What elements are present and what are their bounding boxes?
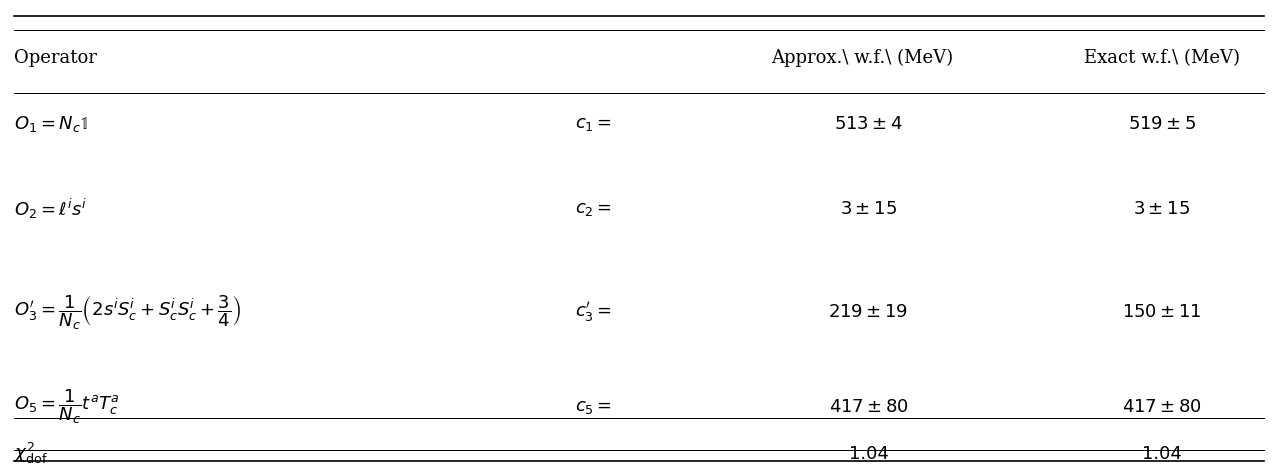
- Text: $3 \pm 15$: $3 \pm 15$: [1134, 200, 1190, 218]
- Text: $3 \pm 15$: $3 \pm 15$: [840, 200, 897, 218]
- Text: Operator: Operator: [14, 49, 97, 67]
- Text: $O_5 = \dfrac{1}{N_c} t^a T_c^a$: $O_5 = \dfrac{1}{N_c} t^a T_c^a$: [14, 387, 120, 426]
- Text: $O_2 = \ell^i s^i$: $O_2 = \ell^i s^i$: [14, 197, 87, 221]
- Text: $519 \pm 5$: $519 \pm 5$: [1127, 115, 1196, 133]
- Text: $150 \pm 11$: $150 \pm 11$: [1122, 303, 1201, 321]
- Text: $c_3^\prime =$: $c_3^\prime =$: [575, 301, 612, 324]
- Text: $513 \pm 4$: $513 \pm 4$: [835, 115, 904, 133]
- Text: $\chi^2_{\mathrm{dof}}$: $\chi^2_{\mathrm{dof}}$: [14, 441, 49, 466]
- Text: Approx.\ w.f.\ (MeV): Approx.\ w.f.\ (MeV): [771, 49, 953, 67]
- Text: 1.04: 1.04: [1143, 445, 1182, 463]
- Text: Exact w.f.\ (MeV): Exact w.f.\ (MeV): [1084, 49, 1240, 67]
- Text: $219 \pm 19$: $219 \pm 19$: [828, 303, 909, 321]
- Text: $417 \pm 80$: $417 \pm 80$: [828, 398, 909, 416]
- Text: $O_1 = N_c \mathbb{1}$: $O_1 = N_c \mathbb{1}$: [14, 114, 88, 134]
- Text: $c_5 =$: $c_5 =$: [575, 398, 612, 416]
- Text: $c_1 =$: $c_1 =$: [575, 115, 612, 133]
- Text: $c_2 =$: $c_2 =$: [575, 200, 612, 218]
- Text: 1.04: 1.04: [849, 445, 888, 463]
- Text: $417 \pm 80$: $417 \pm 80$: [1122, 398, 1201, 416]
- Text: $O_3^\prime = \dfrac{1}{N_c}\left(2s^i S_c^i + S_c^i S_c^i + \dfrac{3}{4}\right): $O_3^\prime = \dfrac{1}{N_c}\left(2s^i S…: [14, 293, 242, 332]
